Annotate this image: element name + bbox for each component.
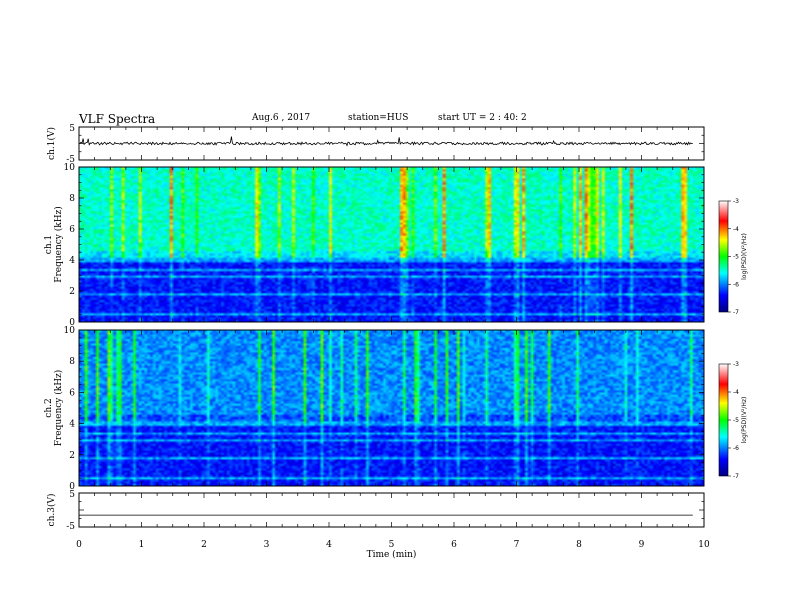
- x-tick-label: 1: [139, 540, 145, 550]
- ch1-spectrogram-colorbar-tick-label: -7: [733, 309, 739, 316]
- ch2-spectrogram-colorbar-tick-label: -6: [733, 445, 739, 452]
- x-tick-label: 3: [264, 540, 270, 550]
- ch1-spectrogram-y-tick-label: 0: [69, 318, 75, 328]
- ch1-spectrogram-y-tick-label: 2: [69, 287, 75, 297]
- x-tick-label: 9: [639, 540, 645, 550]
- ch3-waveform-frame: [78, 492, 705, 528]
- x-tick-label: 4: [326, 540, 332, 550]
- ch1-waveform-y-tick-label: 5: [69, 124, 75, 134]
- ch3-waveform-y-tick-label: 5: [69, 490, 75, 500]
- ch2-spectrogram-colorbar-tick-label: -3: [733, 361, 739, 368]
- ch2-spectrogram-y-tick-label: 6: [69, 388, 75, 398]
- ch2-spectrogram-y-label: Frequency (kHz): [53, 370, 64, 447]
- start-time: start UT = 2 : 40: 2: [438, 113, 527, 123]
- x-axis-label: Time (min): [367, 549, 417, 560]
- ch1-waveform-line: [78, 136, 693, 147]
- station-name: station=HUS: [348, 113, 409, 123]
- ch1-waveform-y-tick-label: -5: [66, 155, 75, 165]
- x-tick-label: 8: [576, 540, 582, 550]
- figure-title: VLF Spectra: [79, 112, 156, 126]
- ch2-spectrogram-colorbar: [718, 363, 729, 477]
- ch3-waveform-y-label: ch.3(V): [46, 494, 57, 527]
- x-tick-label: 6: [451, 540, 457, 550]
- ch1-spectrogram-y-tick-label: 4: [69, 256, 75, 266]
- ch1-spectrogram-colorbar-tick-label: -5: [733, 254, 739, 261]
- ch2-spectrogram-colorbar-label: log(PSD)(V²/Hz): [741, 397, 748, 444]
- ch1-spectrogram-colorbar: [718, 200, 729, 313]
- ch1-spectrogram-y-label: ch.1: [44, 235, 54, 254]
- x-tick-label: 7: [514, 540, 520, 550]
- observation-date: Aug.6 , 2017: [252, 113, 311, 123]
- ch2-spectrogram-colorbar-tick-label: -5: [733, 417, 739, 424]
- ch3-waveform-y-tick-label: -5: [66, 522, 75, 532]
- x-tick-label: 5: [389, 540, 395, 550]
- ch2-spectrogram-y-tick-label: 4: [69, 420, 75, 430]
- ch1-spectrogram-colorbar-tick-label: -3: [733, 198, 739, 205]
- ch1-spectrogram-y-tick-label: 10: [64, 163, 76, 173]
- ch2-spectrogram-y-tick-label: 0: [69, 482, 75, 492]
- ch1-spectrogram-colorbar-tick-label: -4: [733, 226, 739, 233]
- ch1-spectrogram-y-tick-label: 6: [69, 225, 75, 235]
- ch2-spectrogram-colorbar-tick-label: -4: [733, 389, 739, 396]
- ch2-spectrogram-y-tick-label: 8: [69, 357, 75, 367]
- ch1-spectrogram-y-tick-label: 8: [69, 194, 75, 204]
- x-tick-label: 0: [76, 540, 82, 550]
- x-tick-label: 10: [698, 540, 710, 550]
- ch2-spectrogram-image: [79, 330, 704, 486]
- ch2-spectrogram-y-label: ch.2: [44, 398, 54, 417]
- ch1-waveform-y-label: ch.1(V): [46, 127, 57, 160]
- x-tick-label: 2: [201, 540, 207, 550]
- ch1-spectrogram-y-label: Frequency (kHz): [53, 206, 64, 283]
- ch1-spectrogram-image: [79, 167, 704, 322]
- ch1-spectrogram-colorbar-tick-label: -6: [733, 281, 739, 288]
- ch2-spectrogram-y-tick-label: 2: [69, 451, 75, 461]
- ch2-spectrogram-y-tick-label: 10: [64, 326, 76, 336]
- ch1-spectrogram-colorbar-label: log(PSD)(V²/Hz): [741, 233, 748, 280]
- ch2-spectrogram-colorbar-tick-label: -7: [733, 473, 739, 480]
